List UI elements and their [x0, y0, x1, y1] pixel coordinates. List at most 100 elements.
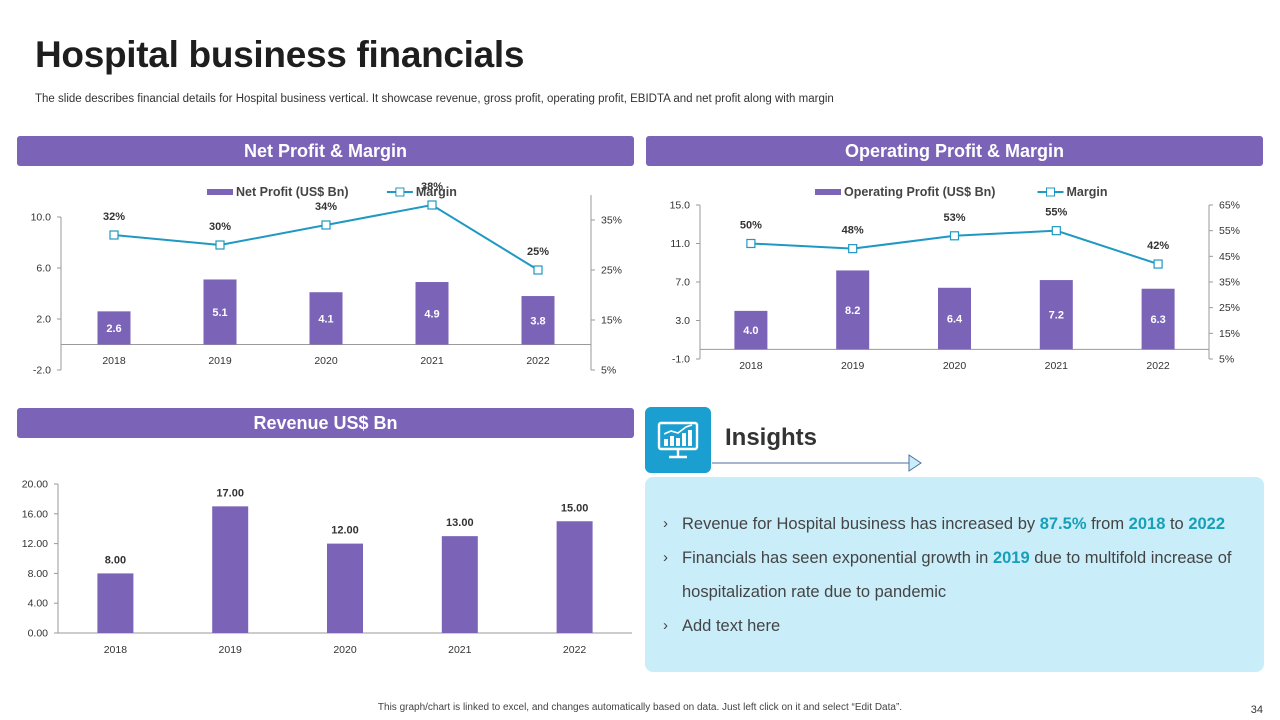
y2-tick-label: 15%: [601, 315, 622, 327]
y2-tick-label: 25%: [601, 265, 622, 277]
x-tick-label: 2020: [943, 360, 967, 372]
margin-point: [321, 220, 331, 230]
bullet-text: from: [1086, 515, 1129, 533]
highlight-text: 2019: [992, 549, 1030, 567]
bar: [521, 296, 555, 345]
legend-entry: Operating Profit (US$ Bn): [844, 185, 995, 199]
y2-tick-label: 45%: [1219, 251, 1240, 263]
footer-note: This graph/chart is linked to excel, and…: [377, 702, 903, 713]
x-tick-label: 2022: [526, 355, 550, 367]
bar-data-label: 3.8: [530, 315, 545, 327]
bar-data-label: 8.00: [105, 554, 126, 566]
y2-tick-label: 35%: [1219, 277, 1240, 289]
bar: [309, 292, 343, 345]
bar: [556, 521, 593, 633]
y-tick-label: 11.0: [670, 238, 690, 250]
margin-point: [746, 238, 756, 249]
margin-data-label: 38%: [421, 181, 443, 193]
legend-bar-swatch: [207, 189, 233, 195]
x-tick-label: 2019: [841, 360, 865, 372]
insights-box: › Revenue for Hospital business has incr…: [645, 477, 1264, 672]
bar: [1141, 288, 1175, 350]
arrow-right-icon: [712, 454, 922, 472]
legend-entry: Net Profit (US$ Bn): [236, 185, 349, 199]
bar: [415, 282, 449, 345]
y-tick-label: 12.00: [22, 538, 48, 550]
bar-data-label: 15.00: [561, 502, 589, 514]
page-subtitle: The slide describes financial details fo…: [35, 93, 834, 105]
bullet-text: Add text here: [682, 617, 781, 635]
legend: Net Profit (US$ Bn) Margin: [207, 185, 457, 199]
margin-data-label: 42%: [1147, 240, 1169, 252]
revenue-chart[interactable]: 20.00 16.00 12.00 8.00 4.00 0.00 2018 2019 2020 2…: [17, 474, 634, 664]
x-tick-label: 2020: [333, 644, 357, 656]
x-tick-label: 2018: [104, 644, 128, 656]
y-tick-label: 2.0: [36, 314, 51, 326]
bar-data-label: 4.0: [743, 325, 758, 337]
bar-data-label: 17.00: [216, 487, 244, 499]
y-tick-label: 8.00: [28, 568, 49, 580]
operating-profit-header: Operating Profit & Margin: [646, 136, 1263, 166]
y2-tick-label: 15%: [1219, 328, 1240, 340]
x-tick-label: 2019: [208, 355, 232, 367]
margin-point: [1051, 226, 1061, 236]
bar-data-label: 4.9: [424, 308, 439, 320]
margin-point: [109, 230, 119, 240]
bar-data-label: 2.6: [106, 323, 121, 335]
page-title: Hospital business financials: [35, 34, 525, 75]
bullet-text: Financials has seen exponential growth i…: [682, 549, 993, 567]
y-tick-label: 20.00: [22, 479, 48, 491]
chart-svg: 15.0 11.0 7.0 3.0 -1.0 2018 2019 2020 2021 2022 4.…: [670, 185, 1240, 372]
bar: [327, 543, 363, 633]
bar: [1039, 280, 1073, 350]
y2-tick-label: 5%: [1219, 354, 1234, 366]
operating-profit-chart[interactable]: 15.0 11.0 7.0 3.0 -1.0 2018 2019 2020 2021 2022 4.…: [646, 178, 1263, 378]
x-tick-label: 2021: [420, 355, 444, 367]
margin-data-label: 55%: [1045, 207, 1067, 219]
margin-data-label: 34%: [315, 201, 337, 213]
legend: Operating Profit (US$ Bn) Margin: [815, 185, 1107, 199]
margin-point: [533, 265, 543, 275]
bar: [734, 310, 768, 350]
legend-line-marker: [1046, 187, 1055, 197]
margin-point: [949, 231, 960, 241]
revenue-header: Revenue US$ Bn: [17, 408, 634, 438]
chevron-right-icon: ›: [663, 549, 668, 566]
chevron-right-icon: ›: [663, 617, 668, 634]
y2-tick-label: 5%: [601, 365, 616, 377]
bar-data-label: 5.1: [212, 307, 227, 319]
bar-data-label: 6.4: [947, 314, 963, 326]
bar-data-label: 13.00: [446, 517, 474, 529]
bar-data-label: 6.3: [1150, 314, 1165, 326]
y-tick-label: 16.00: [22, 508, 48, 520]
bar: [203, 279, 237, 345]
legend-entry: Margin: [416, 185, 457, 199]
legend-bar-swatch: [815, 189, 841, 195]
margin-line: [113, 203, 539, 271]
x-tick-label: 2021: [1045, 360, 1069, 372]
y-tick-label: 10.0: [31, 212, 52, 224]
x-tick-label: 2018: [739, 360, 763, 372]
net-profit-header: Net Profit & Margin: [17, 136, 634, 166]
margin-point: [215, 240, 225, 250]
y-tick-label: 0.00: [28, 628, 49, 640]
bar: [97, 573, 134, 633]
bar: [938, 287, 971, 350]
bullet-text: to: [1165, 515, 1189, 533]
y2-tick-label: 35%: [601, 215, 622, 227]
chart-svg: 20.00 16.00 12.00 8.00 4.00 0.00 2018 2019 2020 2…: [22, 479, 632, 656]
highlight-text: 87.5%: [1039, 515, 1087, 533]
net-profit-chart[interactable]: 10.0 6.0 2.0 -2.0 2018 2019 2020 2021 2022 2.6 5.1…: [17, 178, 634, 378]
y2-tick-label: 65%: [1219, 200, 1240, 212]
legend-entry: Margin: [1067, 185, 1108, 199]
x-tick-label: 2019: [219, 644, 243, 656]
chart-svg: 10.0 6.0 2.0 -2.0 2018 2019 2020 2021 2022 2.6 5.1…: [31, 181, 622, 377]
y-tick-label: 15.0: [670, 200, 691, 212]
margin-data-label: 50%: [740, 220, 762, 232]
y2-tick-label: 55%: [1219, 225, 1240, 237]
y-tick-label: 4.00: [28, 598, 49, 610]
chevron-right-icon: ›: [663, 515, 668, 532]
y-tick-label: -1.0: [672, 354, 690, 366]
insights-title: Insights: [725, 424, 818, 451]
bar-data-label: 8.2: [845, 305, 860, 317]
